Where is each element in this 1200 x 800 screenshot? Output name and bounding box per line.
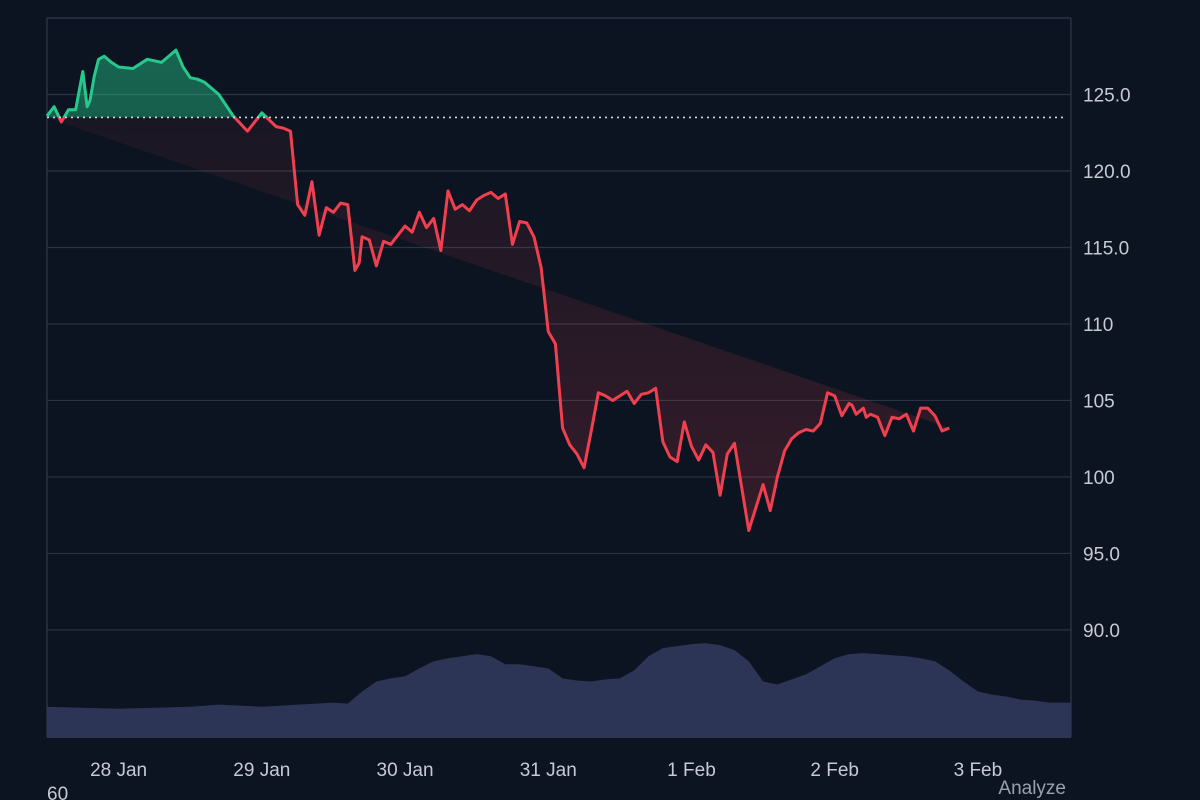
- y-tick-label: 120.0: [1083, 162, 1131, 183]
- y-tick-label: 110: [1083, 315, 1113, 336]
- volume-area: [47, 643, 1071, 737]
- x-tick-label: 1 Feb: [667, 760, 716, 781]
- x-tick-label: 2 Feb: [810, 760, 859, 781]
- y-tick-label: 95.0: [1083, 544, 1120, 565]
- price-line-layer: [45, 48, 950, 532]
- x-axis-labels: 28 Jan 29 Jan 30 Jan 31 Jan 1 Feb 2 Feb 3 Feb: [90, 760, 1002, 781]
- volume-layer: [47, 643, 1071, 737]
- x-tick-label: 3 Feb: [954, 760, 1003, 781]
- y-tick-label: 105: [1083, 391, 1115, 412]
- x-tick-label: 29 Jan: [233, 760, 290, 781]
- footer-number: 60: [47, 784, 69, 800]
- y-axis-labels: 90.0 95.0 100 105 110 115.0 120.0 125.0: [1083, 85, 1131, 641]
- x-tick-label: 30 Jan: [377, 760, 434, 781]
- y-tick-label: 125.0: [1083, 85, 1131, 106]
- analyze-link[interactable]: Analyze: [998, 778, 1066, 799]
- area-fill-up: [47, 50, 267, 118]
- x-tick-label: 31 Jan: [520, 760, 577, 781]
- price-line-up: [45, 48, 269, 118]
- x-tick-label: 28 Jan: [90, 760, 147, 781]
- y-tick-label: 90.0: [1083, 621, 1120, 642]
- y-tick-label: 115.0: [1083, 238, 1129, 259]
- price-line-down: [57, 117, 950, 532]
- area-fill-layer: [47, 50, 950, 531]
- area-fill-down: [47, 117, 950, 531]
- y-tick-label: 100: [1083, 468, 1115, 489]
